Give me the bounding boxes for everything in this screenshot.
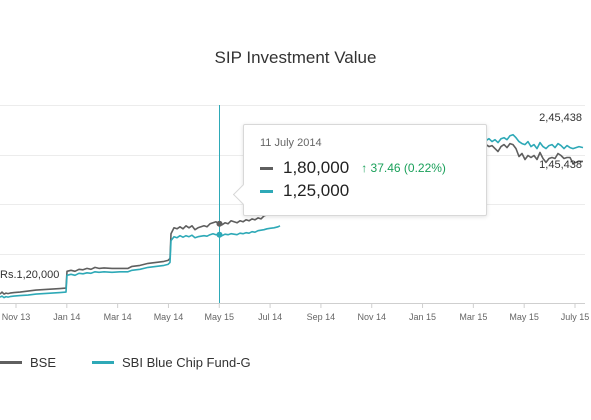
legend-swatch-fund: [92, 361, 115, 364]
marker-bse: [216, 220, 223, 227]
series-lines: [0, 133, 584, 299]
hover-tooltip: 11 July 2014 1,80,000 ↑ 37.46 (0.22%) 1,…: [232, 124, 487, 216]
x-tick-label: Nov 13: [2, 312, 31, 322]
tooltip-bse-change-text: 37.46 (0.22%): [370, 161, 446, 175]
x-tick-label: May 14: [154, 312, 184, 322]
legend-swatch-bse: [0, 361, 22, 364]
tooltip-bse-value: 1,80,000: [283, 158, 350, 177]
tooltip-fund-value: 1,25,000: [283, 181, 350, 200]
legend-label-fund: SBI Blue Chip Fund-G: [122, 355, 251, 370]
x-axis: Nov 13 Jan 14 Mar 14 May 14 May 15 Jul 14 Sep …: [2, 303, 590, 322]
x-tick-label: May 15: [509, 312, 539, 322]
end-value-label-high: 2,45,438: [539, 112, 582, 124]
x-tick-label: Mar 14: [104, 312, 132, 322]
x-tick-label: Mar 15: [459, 312, 487, 322]
end-value-label-low: 1,45,438: [539, 159, 582, 171]
x-tick-label: Jul 14: [258, 312, 282, 322]
series-line-fund[interactable]: [0, 225, 281, 299]
x-tick-label: Nov 14: [357, 312, 386, 322]
tooltip-bse-change: ↑ 37.46 (0.22%): [361, 161, 446, 175]
legend-item-fund[interactable]: SBI Blue Chip Fund-G: [92, 355, 251, 370]
marker-fund: [216, 231, 223, 238]
x-tick-label: July 15: [561, 312, 590, 322]
tooltip-row-fund: 1,25,000: [260, 180, 349, 202]
series-line-bse[interactable]: [0, 209, 281, 295]
fund-swatch: [260, 189, 273, 193]
tooltip-date: 11 July 2014: [260, 137, 322, 149]
series-line-bse[interactable]: [485, 142, 583, 165]
chart-title: SIP Investment Value: [214, 48, 377, 67]
bse-swatch: [260, 166, 273, 170]
legend-item-bse[interactable]: BSE: [0, 355, 56, 370]
x-tick-label: May 15: [205, 312, 235, 322]
tooltip-row-bse: 1,80,000 ↑ 37.46 (0.22%): [260, 157, 446, 179]
x-tick-label: Sep 14: [307, 312, 336, 322]
x-tick-label: Jan 15: [409, 312, 436, 322]
series-line-fund[interactable]: [485, 133, 584, 150]
x-tick-label: Jan 14: [53, 312, 80, 322]
chart-legend: BSE SBI Blue Chip Fund-G: [0, 355, 287, 370]
cursor-markers: [216, 220, 223, 238]
legend-label-bse: BSE: [30, 355, 57, 370]
start-value-label: Rs.1,20,000: [0, 269, 59, 281]
